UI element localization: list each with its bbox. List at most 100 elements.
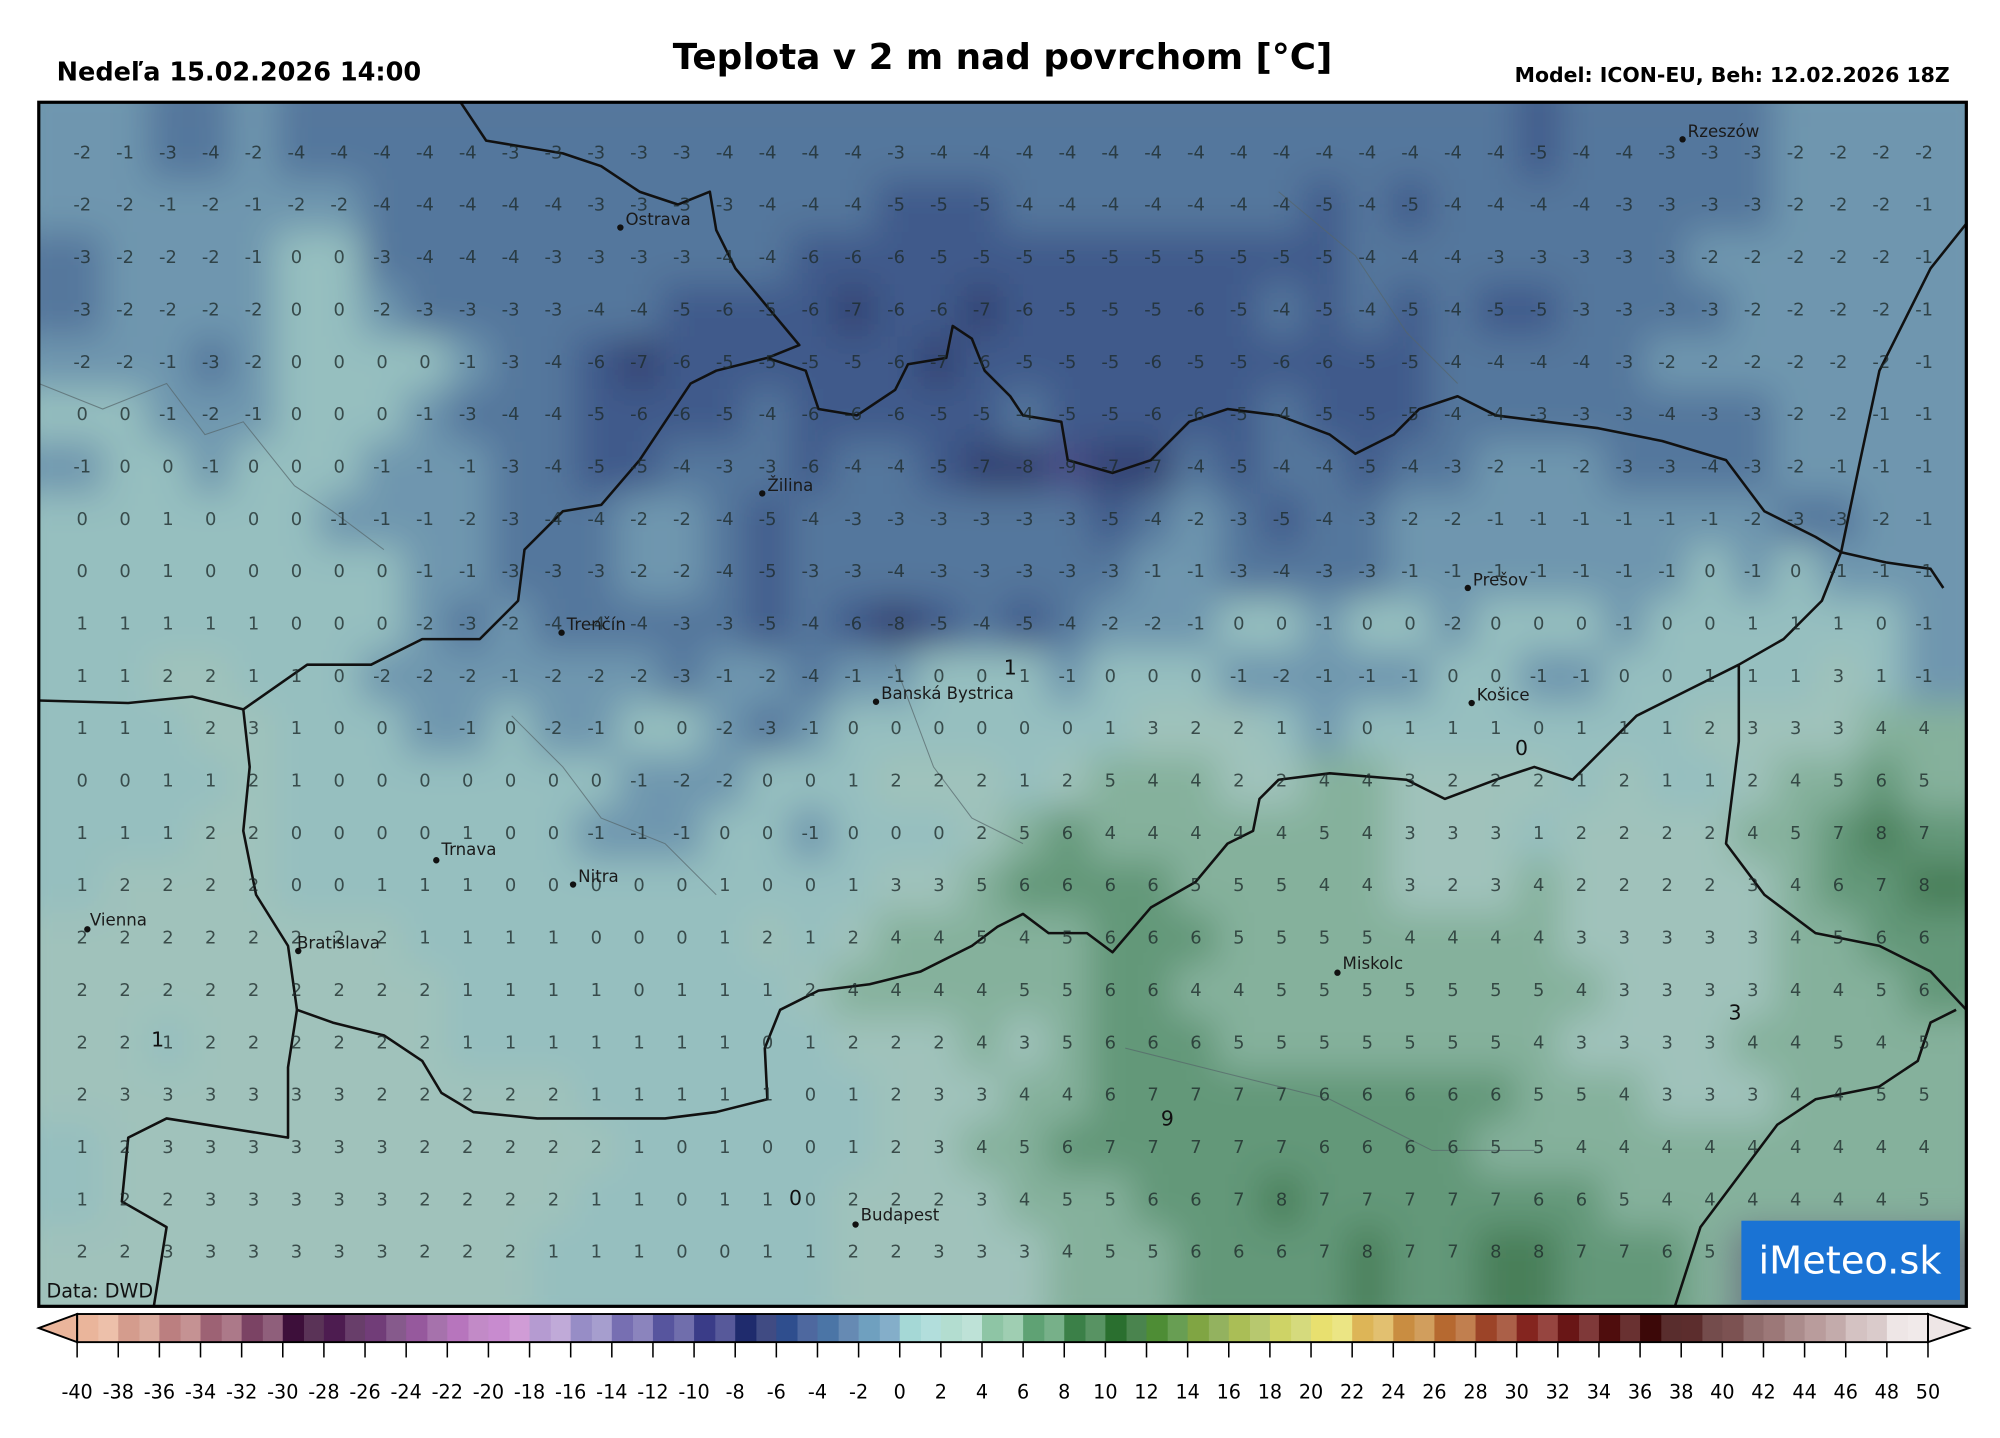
temperature-cell	[1260, 1174, 1305, 1228]
temperature-value: -4	[1059, 195, 1077, 216]
temperature-value: -1	[202, 456, 220, 477]
temperature-cell	[789, 912, 834, 967]
temperature-value: 3	[1704, 980, 1715, 1001]
temperature-value: 0	[291, 509, 302, 530]
temperature-value: -3	[1230, 561, 1248, 582]
temperature-cell	[1859, 964, 1905, 1019]
temperature-value: -3	[1059, 509, 1077, 530]
temperature-value: 6	[1404, 1085, 1415, 1106]
temperature-cell	[1859, 1017, 1905, 1071]
temperature-cell	[489, 441, 534, 495]
temperature-value: 0	[376, 352, 387, 373]
temperature-cell	[189, 179, 234, 234]
colorbar-segment	[1578, 1314, 1600, 1343]
temperature-value: -3	[630, 142, 648, 163]
temperature-value: 0	[291, 561, 302, 582]
temperature-value: -3	[587, 247, 605, 268]
colorbar-tick-label: 42	[1751, 1380, 1775, 1403]
temperature-value: 4	[1062, 1085, 1073, 1106]
temperature-value: -5	[1059, 352, 1077, 373]
temperature-value: 1	[291, 771, 302, 792]
temperature-value: 1	[762, 980, 773, 1001]
temperature-cell	[746, 1017, 791, 1071]
temperature-value: -4	[1316, 509, 1334, 530]
temperature-value: -2	[1401, 509, 1419, 530]
temperature-cell	[660, 179, 705, 234]
temperature-value: 2	[848, 1032, 859, 1053]
temperature-value: -1	[1658, 561, 1676, 582]
temperature-value: 5	[1276, 1032, 1287, 1053]
temperature-value: 3	[1404, 771, 1415, 792]
temperature-cell	[1688, 703, 1733, 757]
temperature-value: 2	[848, 1242, 859, 1263]
temperature-cell	[146, 284, 191, 338]
temperature-value: -3	[1701, 195, 1719, 216]
temperature-value: -2	[202, 195, 220, 216]
temperature-cell	[403, 598, 448, 652]
temperature-cell	[1217, 1226, 1262, 1307]
temperature-value: 2	[1576, 875, 1587, 896]
temperature-cell	[1088, 545, 1133, 600]
temperature-cell	[960, 1017, 1005, 1071]
temperature-cell	[617, 179, 662, 234]
temperature-cell	[1046, 964, 1091, 1019]
temperature-cell	[317, 102, 362, 181]
temperature-cell	[746, 1226, 791, 1307]
temperature-cell	[660, 598, 705, 652]
temperature-cell	[1431, 336, 1476, 391]
temperature-value: 0	[376, 771, 387, 792]
temperature-value: 7	[1147, 1137, 1158, 1158]
temperature-cell	[1388, 1226, 1433, 1307]
temperature-cell	[831, 179, 876, 234]
colorbar-segment	[1886, 1314, 1909, 1343]
temperature-cell	[1859, 912, 1905, 967]
temperature-cell	[38, 336, 105, 391]
temperature-value: -3	[545, 142, 563, 163]
temperature-cell	[789, 102, 834, 181]
temperature-value: -2	[159, 299, 177, 320]
temperature-cell	[1345, 1174, 1390, 1228]
temperature-value: 0	[548, 875, 559, 896]
temperature-cell	[1474, 755, 1519, 809]
temperature-value: 7	[1404, 1189, 1415, 1210]
temperature-cell	[274, 179, 320, 234]
temperature-cell	[1217, 231, 1262, 286]
temperature-cell	[446, 755, 491, 809]
temperature-value: 6	[1490, 1085, 1501, 1106]
temperature-cell	[1474, 703, 1519, 757]
temperature-cell	[831, 1069, 876, 1124]
temperature-value: 6	[1062, 823, 1073, 844]
temperature-value: -3	[1358, 561, 1376, 582]
country-border	[242, 324, 1842, 711]
temperature-value: 1	[805, 1032, 816, 1053]
temperature-cell	[1474, 441, 1519, 495]
temperature-value: 2	[419, 1242, 430, 1263]
temperature-value: -3	[1830, 509, 1848, 530]
temperature-value: -4	[502, 247, 520, 268]
temperature-cell	[1645, 598, 1690, 652]
temperature-value: -5	[1530, 299, 1548, 320]
temperature-value: 2	[205, 980, 216, 1001]
temperature-value: 0	[933, 718, 944, 739]
temperature-value: 4	[1747, 1032, 1758, 1053]
temperature-cell	[617, 231, 662, 286]
temperature-cell	[1817, 755, 1862, 809]
temperature-value: -3	[1615, 404, 1633, 425]
temperature-cell	[1602, 703, 1648, 757]
colorbar-segment	[550, 1314, 572, 1343]
temperature-cell	[1131, 231, 1176, 286]
temperature-value: -2	[73, 352, 91, 373]
temperature-value: 2	[334, 980, 345, 1001]
colorbar-segment	[97, 1314, 119, 1343]
temperature-value: -1	[1915, 456, 1933, 477]
temperature-cell	[1517, 964, 1562, 1019]
temperature-value: 3	[376, 1137, 387, 1158]
temperature-cell	[874, 493, 919, 548]
temperature-value: 1	[419, 928, 430, 949]
temperature-value: -1	[1230, 666, 1248, 687]
temperature-cell	[1345, 703, 1390, 757]
temperature-cell	[489, 493, 534, 548]
temperature-cell	[960, 703, 1005, 757]
temperature-cell	[1731, 755, 1776, 809]
temperature-cell	[1560, 807, 1605, 862]
